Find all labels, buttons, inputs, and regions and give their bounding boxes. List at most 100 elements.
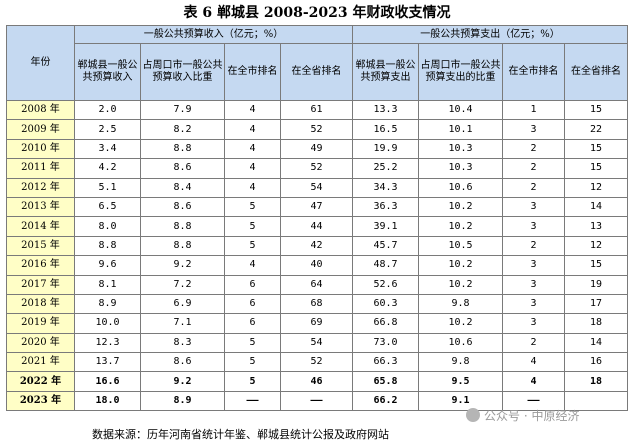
- value-cell: 10.0: [74, 313, 141, 334]
- value-cell: 64: [279, 274, 354, 295]
- value-cell: 48.7: [352, 255, 420, 276]
- value-cell: 8.2: [140, 119, 225, 140]
- year-cell: 2014 年: [6, 216, 75, 237]
- value-cell: 16.5: [352, 119, 420, 140]
- value-cell: 6.9: [140, 293, 225, 315]
- value-cell: 2: [502, 332, 566, 354]
- value-cell: ——: [279, 390, 354, 412]
- value-cell: 10.2: [418, 216, 504, 237]
- value-cell: [564, 390, 629, 412]
- year-cell: 2015 年: [6, 235, 75, 257]
- value-cell: 15: [564, 99, 629, 121]
- value-cell: 8.8: [140, 138, 225, 160]
- value-cell: 8.6: [140, 158, 225, 179]
- value-cell: 10.2: [418, 196, 504, 218]
- value-cell: 9.2: [140, 255, 225, 276]
- value-cell: 9.6: [74, 255, 141, 276]
- value-cell: 61: [279, 99, 354, 121]
- value-cell: 52: [279, 119, 354, 140]
- value-cell: 9.8: [418, 293, 504, 315]
- value-cell: 13: [564, 216, 629, 237]
- year-cell: 2019 年: [6, 313, 75, 334]
- value-cell: 52: [279, 158, 354, 179]
- value-cell: 15: [564, 138, 629, 160]
- value-cell: 8.9: [74, 293, 141, 315]
- value-cell: 3: [502, 255, 566, 276]
- value-cell: 34.3: [352, 177, 420, 198]
- header-expenditure-city-rank: 在全市排名: [502, 43, 566, 101]
- year-cell: 2012 年: [6, 177, 75, 198]
- value-cell: 10.4: [418, 99, 504, 121]
- value-cell: 5: [224, 332, 281, 354]
- value-cell: 4: [224, 99, 281, 121]
- year-cell: 2009 年: [6, 119, 75, 140]
- value-cell: 2.5: [74, 119, 141, 140]
- table-row: 2012 年 5.1 8.4 4 54 34.3 10.6 2 12: [6, 177, 629, 198]
- value-cell: 7.2: [140, 274, 225, 295]
- value-cell: 4.2: [74, 158, 141, 179]
- value-cell: 13.7: [74, 352, 141, 373]
- year-cell: 2018 年: [6, 293, 75, 315]
- year-cell: 2023 年: [6, 390, 75, 412]
- table-row: 2019 年 10.0 7.1 6 69 66.8 10.2 3 18: [6, 313, 629, 334]
- year-cell: 2021 年: [6, 352, 75, 373]
- value-cell: 73.0: [352, 332, 420, 354]
- value-cell: 2: [502, 138, 566, 160]
- value-cell: 9.2: [140, 371, 225, 392]
- value-cell: 5: [224, 216, 281, 237]
- table-row: 2021 年 13.7 8.6 5 52 66.3 9.8 4 16: [6, 352, 629, 373]
- wechat-icon: [466, 408, 480, 422]
- year-cell: 2016 年: [6, 255, 75, 276]
- value-cell: 6.5: [74, 196, 141, 218]
- year-cell: 2020 年: [6, 332, 75, 354]
- watermark: 公众号 · 中原经济: [466, 408, 579, 424]
- value-cell: 19.9: [352, 138, 420, 160]
- year-cell: 2008 年: [6, 99, 75, 121]
- value-cell: 54: [279, 177, 354, 198]
- value-cell: 54: [279, 332, 354, 354]
- value-cell: 1: [502, 99, 566, 121]
- value-cell: 5: [224, 196, 281, 218]
- value-cell: 12.3: [74, 332, 141, 354]
- value-cell: 2: [502, 177, 566, 198]
- value-cell: 18: [564, 313, 629, 334]
- table-row: 2018 年 8.9 6.9 6 68 60.3 9.8 3 17: [6, 293, 629, 315]
- value-cell: 39.1: [352, 216, 420, 237]
- value-cell: 18.0: [74, 390, 141, 412]
- year-cell: 2010 年: [6, 138, 75, 160]
- table-row: 2022 年 16.6 9.2 5 46 65.8 9.5 4 18: [6, 371, 629, 392]
- value-cell: 46: [279, 371, 354, 392]
- value-cell: 10.3: [418, 158, 504, 179]
- header-revenue-group: 一般公共预算收入（亿元；%）: [73, 25, 354, 44]
- value-cell: 4: [224, 119, 281, 140]
- value-cell: 44: [279, 216, 354, 237]
- value-cell: 66.8: [352, 313, 420, 334]
- value-cell: ——: [502, 390, 566, 412]
- value-cell: 13.3: [352, 99, 420, 121]
- header-year: 年份: [6, 25, 75, 101]
- value-cell: 8.1: [74, 274, 141, 295]
- value-cell: 4: [502, 371, 566, 392]
- value-cell: 36.3: [352, 196, 420, 218]
- value-cell: 6: [224, 293, 281, 315]
- value-cell: 8.8: [140, 216, 225, 237]
- value-cell: 65.8: [352, 371, 420, 392]
- table-row: 2016 年 9.6 9.2 4 40 48.7 10.2 3 15: [6, 255, 629, 276]
- value-cell: 14: [564, 332, 629, 354]
- value-cell: 10.6: [418, 177, 504, 198]
- value-cell: ——: [224, 390, 281, 412]
- value-cell: 12: [564, 235, 629, 257]
- value-cell: 10.6: [418, 332, 504, 354]
- value-cell: 45.7: [352, 235, 420, 257]
- value-cell: 66.2: [352, 390, 420, 412]
- value-cell: 19: [564, 274, 629, 295]
- value-cell: 2: [502, 235, 566, 257]
- value-cell: 22: [564, 119, 629, 140]
- value-cell: 52: [279, 352, 354, 373]
- value-cell: 16.6: [74, 371, 141, 392]
- value-cell: 10.3: [418, 138, 504, 160]
- value-cell: 12: [564, 177, 629, 198]
- value-cell: 16: [564, 352, 629, 373]
- value-cell: 4: [224, 177, 281, 198]
- header-revenue: 郸城县一般公共预算收入: [74, 43, 141, 101]
